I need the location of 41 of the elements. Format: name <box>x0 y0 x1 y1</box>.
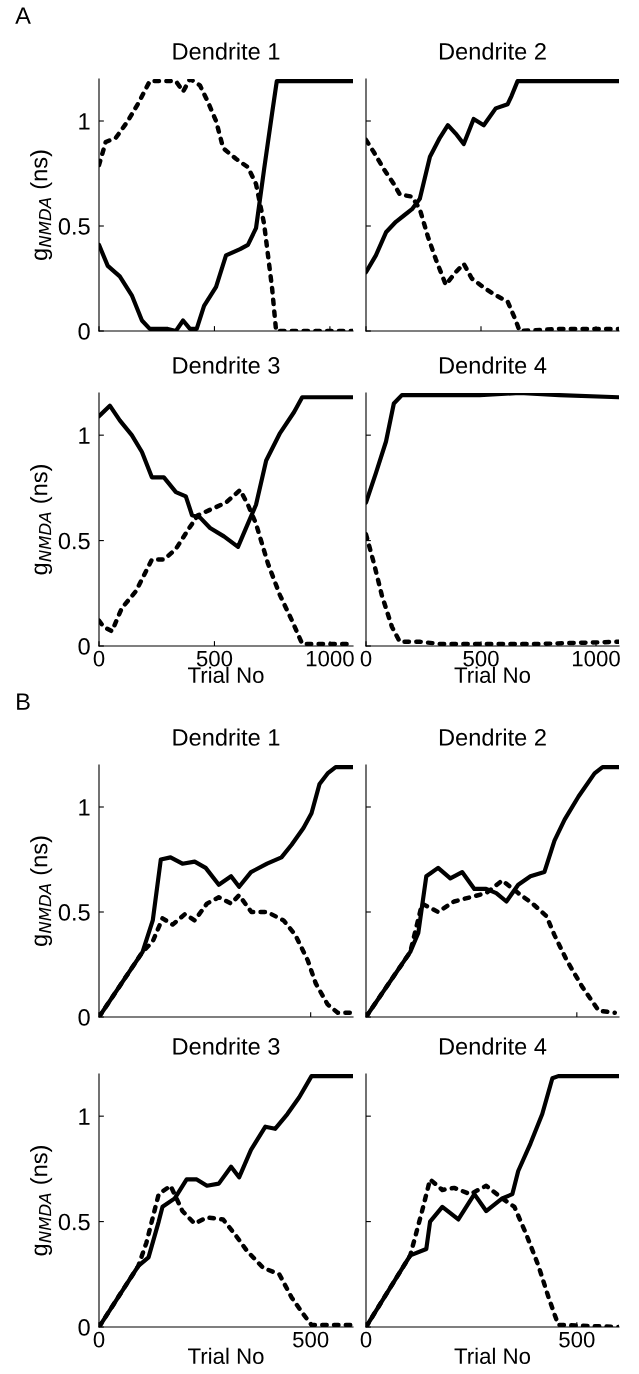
y-tick-label: 1 <box>79 113 90 130</box>
x-tick-label: 500 <box>463 650 499 667</box>
x-axis-title: Trial No <box>188 1347 264 1365</box>
chart-title: Dendrite 3 <box>173 356 280 374</box>
x-tick-label: 0 <box>93 650 105 667</box>
y-axis-title: g$_{NMDA}$ (ns) <box>30 836 53 946</box>
y-tick-label: 0.5 <box>58 532 90 550</box>
chart-title: Dendrite 4 <box>439 356 547 374</box>
chart-title: Dendrite 4 <box>439 1037 547 1055</box>
chart-title: Dendrite 1 <box>173 42 280 60</box>
y-tick-label: 0.5 <box>58 218 90 235</box>
text: B <box>17 693 30 710</box>
x-axis-title: Trial No <box>454 666 531 684</box>
chart-title: Dendrite 3 <box>173 1037 280 1055</box>
y-tick-label: 0.5 <box>58 1213 90 1231</box>
y-axis-title: g$_{NMDA}$ (ns) <box>30 1146 53 1256</box>
y-tick-label: 0.5 <box>58 904 90 921</box>
x-tick-label: 0 <box>93 1331 105 1348</box>
x-tick-label: 0 <box>360 650 372 667</box>
chart-title: Dendrite 2 <box>439 728 546 746</box>
chart-title: Dendrite 1 <box>173 728 280 746</box>
y-axis-title: g$_{NMDA}$ (ns) <box>30 150 53 260</box>
x-tick-label: 500 <box>293 1331 329 1348</box>
line-series <box>99 79 353 331</box>
y-tick-label: 0 <box>78 1319 90 1336</box>
y-tick-label: 1 <box>79 427 90 444</box>
y-tick-label: 0 <box>78 1009 90 1026</box>
x-tick-label: 1000 <box>306 650 354 667</box>
y-tick-label: 0 <box>78 638 90 655</box>
x-tick-label: 1000 <box>572 650 620 667</box>
x-axis-title: Trial No <box>454 1347 531 1365</box>
y-tick-label: 1 <box>79 799 90 816</box>
y-tick-label: 0 <box>78 323 90 340</box>
x-axis-title: Trial No <box>188 666 264 684</box>
x-tick-label: 500 <box>196 650 233 667</box>
x-tick-label: 500 <box>559 1331 595 1348</box>
x-tick-label: 0 <box>360 1331 372 1348</box>
text: A <box>15 7 31 24</box>
y-axis-title: g$_{NMDA}$ (ns) <box>30 465 53 575</box>
chart-title: Dendrite 2 <box>439 42 546 60</box>
y-tick-label: 1 <box>79 1108 90 1125</box>
